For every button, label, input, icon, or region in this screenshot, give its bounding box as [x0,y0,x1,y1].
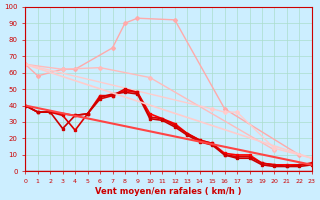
X-axis label: Vent moyen/en rafales ( km/h ): Vent moyen/en rafales ( km/h ) [95,187,242,196]
